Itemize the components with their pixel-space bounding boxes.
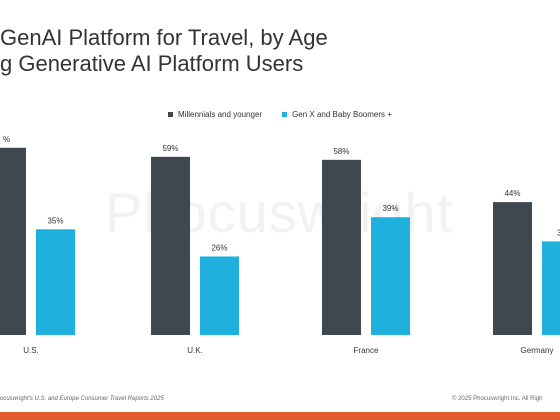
data-label-france-gen-x-and-baby-boomers: 39% bbox=[382, 204, 398, 213]
legend-label-genx-boomers: Gen X and Baby Boomers + bbox=[292, 110, 392, 119]
chart-title-line-1: GenAI Platform for Travel, by Age bbox=[0, 25, 328, 50]
legend: Millennials and younger Gen X and Baby B… bbox=[168, 110, 412, 119]
category-label-germany: Germany bbox=[521, 346, 554, 355]
legend-item-millennials: Millennials and younger bbox=[168, 110, 262, 119]
legend-label-millennials: Millennials and younger bbox=[178, 110, 263, 119]
bar-u-s-millennials-and-younger bbox=[0, 147, 26, 335]
bar-france-gen-x-and-baby-boomers bbox=[371, 217, 410, 335]
bar-u-k-millennials-and-younger bbox=[151, 156, 190, 335]
bar-france-millennials-and-younger bbox=[322, 159, 361, 335]
category-label-france: France bbox=[354, 346, 379, 355]
copyright-note: © 2025 Phocuswright Inc. All Righ bbox=[452, 396, 543, 402]
data-label-france-millennials-and-younger: 58% bbox=[333, 147, 349, 156]
legend-item-genx-boomers: Gen X and Baby Boomers + bbox=[282, 110, 392, 119]
data-label-germany-gen-x-and-baby-boomers: 31 bbox=[557, 228, 560, 237]
legend-swatch-millennials bbox=[168, 112, 173, 117]
bar-u-s-gen-x-and-baby-boomers bbox=[36, 229, 75, 335]
bottom-accent-bar bbox=[0, 412, 560, 420]
data-label-u-s-gen-x-and-baby-boomers: 35% bbox=[47, 216, 63, 225]
bar-u-k-gen-x-and-baby-boomers bbox=[200, 256, 239, 335]
bar-germany-millennials-and-younger bbox=[493, 202, 532, 335]
data-label-u-s-millennials-and-younger: % bbox=[3, 135, 10, 144]
data-label-u-k-gen-x-and-baby-boomers: 26% bbox=[211, 243, 227, 252]
bar-germany-gen-x-and-baby-boomers bbox=[542, 241, 560, 335]
legend-swatch-genx-boomers bbox=[282, 112, 288, 117]
data-label-u-k-millennials-and-younger: 59% bbox=[162, 144, 178, 153]
category-label-u-k: U.K. bbox=[187, 346, 203, 355]
chart-title-line-2: g Generative AI Platform Users bbox=[0, 51, 304, 76]
source-note: ocuswright's U.S. and Europe Consumer Tr… bbox=[0, 396, 164, 402]
data-label-germany-millennials-and-younger: 44% bbox=[504, 189, 520, 198]
category-label-u-s: U.S. bbox=[23, 346, 39, 355]
